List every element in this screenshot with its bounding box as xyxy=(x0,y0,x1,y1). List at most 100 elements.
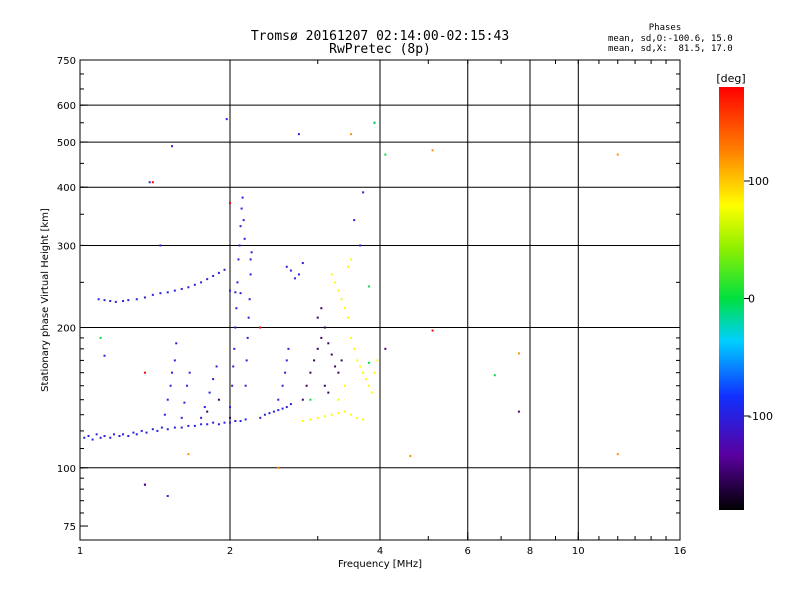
data-point xyxy=(223,268,226,271)
data-point xyxy=(431,149,434,152)
data-point xyxy=(309,418,312,421)
data-point xyxy=(217,398,220,401)
data-point xyxy=(301,262,304,265)
data-point xyxy=(284,371,287,374)
data-point xyxy=(340,359,343,362)
data-point xyxy=(91,438,94,441)
data-point xyxy=(323,326,326,329)
data-point xyxy=(340,298,343,301)
x-axis-label: Frequency [MHz] xyxy=(338,559,422,570)
data-point xyxy=(215,365,218,368)
data-point xyxy=(241,196,244,199)
data-point xyxy=(186,384,189,387)
data-point xyxy=(212,378,215,381)
y-axis-label: Stationary phase Virtual Height [km] xyxy=(40,208,51,392)
data-point xyxy=(320,336,323,339)
data-point xyxy=(367,384,370,387)
data-point xyxy=(236,281,239,284)
data-point xyxy=(171,145,174,148)
data-point xyxy=(159,292,162,295)
data-point xyxy=(353,347,356,350)
data-point xyxy=(145,431,148,434)
data-point xyxy=(376,359,379,362)
data-point xyxy=(263,413,266,416)
data-point xyxy=(323,415,326,418)
data-point xyxy=(362,418,365,421)
x-tick-label: 6 xyxy=(465,546,471,557)
data-point xyxy=(301,420,304,423)
colorbar xyxy=(719,87,744,510)
data-point xyxy=(316,347,319,350)
data-point xyxy=(370,391,373,394)
data-point xyxy=(188,371,191,374)
data-point xyxy=(173,426,176,429)
data-point xyxy=(180,416,183,419)
data-point xyxy=(87,435,90,438)
y-tick-label: 75 xyxy=(63,522,76,533)
data-point xyxy=(350,413,353,416)
data-point xyxy=(242,219,245,222)
data-point xyxy=(289,269,292,272)
data-point xyxy=(365,378,368,381)
data-point xyxy=(259,416,262,419)
data-point xyxy=(249,258,252,261)
chart-title-line2: RwPretec (8p) xyxy=(329,42,431,57)
data-point xyxy=(160,426,163,429)
data-point xyxy=(359,365,362,368)
data-point xyxy=(384,347,387,350)
colorbar-tick-label: 0 xyxy=(748,293,755,306)
data-point xyxy=(327,391,330,394)
data-point xyxy=(285,406,288,409)
data-point xyxy=(156,429,159,432)
data-point xyxy=(247,316,250,319)
data-point xyxy=(287,347,290,350)
data-point xyxy=(350,336,353,339)
data-point xyxy=(135,298,138,301)
data-point xyxy=(99,436,102,439)
data-point xyxy=(83,436,86,439)
data-point xyxy=(151,293,154,296)
data-point xyxy=(173,289,176,292)
data-point xyxy=(359,244,362,247)
data-point xyxy=(337,289,340,292)
data-point xyxy=(281,384,284,387)
data-point xyxy=(285,265,288,268)
data-point xyxy=(309,371,312,374)
data-point xyxy=(122,299,125,302)
x-tick-label: 1 xyxy=(77,546,83,557)
y-tick-label: 400 xyxy=(57,183,76,194)
y-tick-label: 750 xyxy=(57,56,76,67)
data-point xyxy=(97,298,100,301)
data-point xyxy=(109,436,112,439)
data-point xyxy=(135,433,138,436)
data-point xyxy=(229,416,231,419)
data-point xyxy=(330,413,333,416)
data-point xyxy=(240,207,243,210)
data-point xyxy=(301,398,304,401)
data-point xyxy=(337,371,340,374)
data-point xyxy=(431,329,434,332)
data-point xyxy=(337,398,340,401)
data-point xyxy=(151,428,154,431)
data-point xyxy=(166,494,169,497)
data-point xyxy=(233,347,236,350)
x-tick-label: 4 xyxy=(377,546,383,557)
data-point xyxy=(234,326,237,329)
data-point xyxy=(244,384,247,387)
data-point xyxy=(166,291,169,294)
data-point xyxy=(323,384,326,387)
data-point xyxy=(330,273,333,276)
data-point xyxy=(334,365,337,368)
phases-heading: Phases xyxy=(648,23,682,33)
data-point xyxy=(212,421,215,424)
data-point xyxy=(187,286,190,289)
phases-stat-x: mean, sd,X: 81.5, 17.0 xyxy=(608,44,733,54)
data-points xyxy=(83,118,619,497)
data-point xyxy=(350,133,353,136)
data-point xyxy=(187,453,190,456)
y-tick-label: 600 xyxy=(57,101,76,112)
colorbar-tick-label: 100 xyxy=(748,175,769,188)
data-point xyxy=(309,398,312,401)
data-point xyxy=(180,426,183,429)
